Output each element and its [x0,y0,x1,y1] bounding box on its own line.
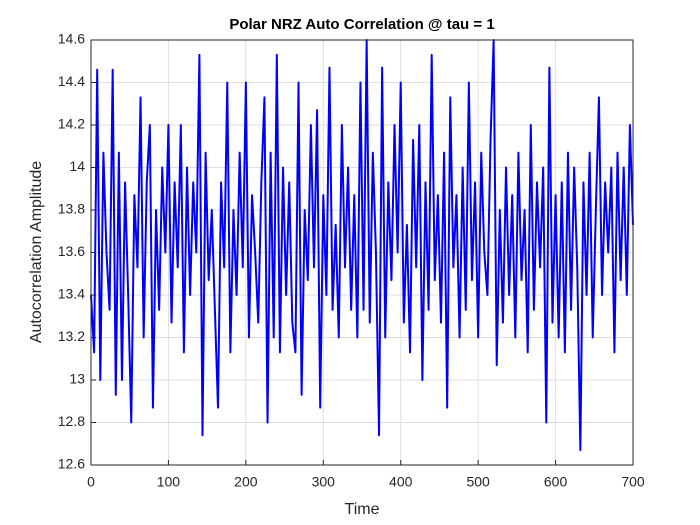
x-tick-label: 400 [389,474,413,490]
y-axis-label: Autocorrelation Amplitude [28,161,45,343]
y-tick-label: 14.2 [58,116,85,132]
y-tick-label: 13.8 [58,201,85,217]
x-tick-label: 0 [87,474,95,490]
x-tick-label: 200 [234,474,258,490]
y-tick-label: 14.6 [58,31,85,47]
y-tick-label: 12.8 [58,413,85,429]
y-tick-label: 12.6 [58,456,85,472]
y-tick-label: 13.2 [58,328,85,344]
x-tick-label: 700 [621,474,645,490]
y-tick-label: 13 [69,371,85,387]
y-tick-label: 13.4 [58,286,85,302]
x-tick-label: 300 [312,474,336,490]
axes-box [90,39,634,466]
data-line [90,39,634,452]
y-tick-label: 14.4 [58,73,85,89]
x-tick-label: 600 [544,474,568,490]
x-axis-label: Time [345,501,380,518]
y-tick-label: 14 [69,158,85,174]
chart-title: Polar NRZ Auto Correlation @ tau = 1 [229,16,494,33]
y-tick-label: 13.6 [58,243,85,259]
x-tick-label: 100 [157,474,181,490]
x-tick-label: 500 [466,474,490,490]
